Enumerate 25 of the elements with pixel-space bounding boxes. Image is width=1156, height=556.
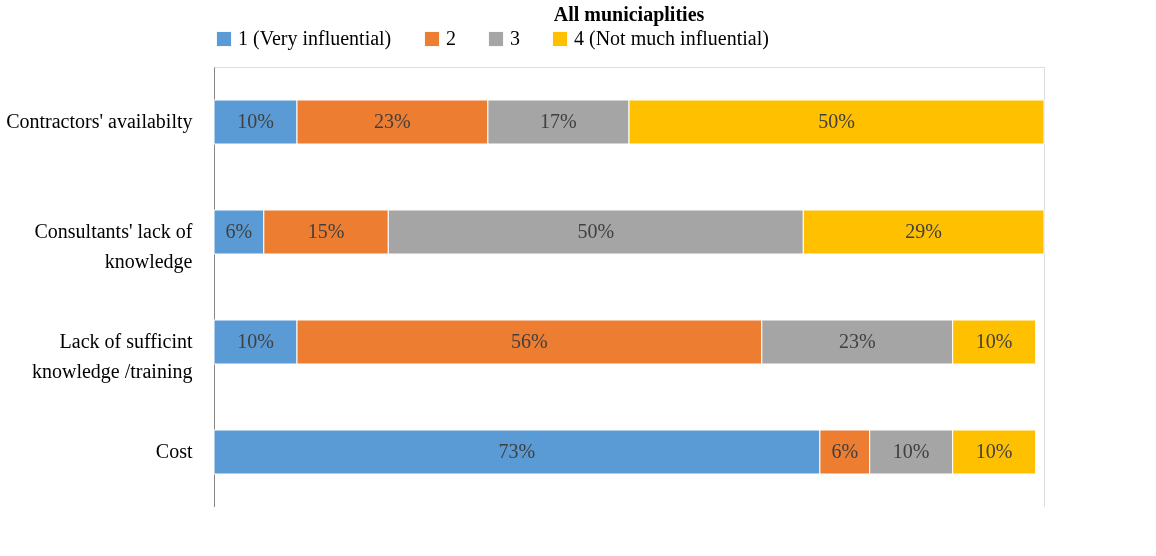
y-tick-label: Cost bbox=[155, 440, 193, 462]
data-label: 10% bbox=[237, 330, 274, 352]
y-tick-label: Consultants' lack of knowledge bbox=[34, 220, 193, 273]
data-label: 56% bbox=[511, 330, 548, 352]
data-label: 17% bbox=[540, 110, 577, 132]
data-label: 10% bbox=[975, 440, 1013, 462]
data-label: 6% bbox=[225, 220, 253, 242]
data-label: 10% bbox=[975, 330, 1013, 352]
data-label: 15% bbox=[307, 220, 345, 242]
data-label: 23% bbox=[374, 110, 411, 132]
data-label: 73% bbox=[498, 440, 536, 462]
data-label: 50% bbox=[818, 110, 855, 132]
data-label: 10% bbox=[237, 110, 274, 132]
legend-label: 2 bbox=[446, 27, 456, 49]
y-tick-label: Lack of sufficint knowledge /training bbox=[31, 330, 193, 383]
chart-title: All municiaplities bbox=[553, 3, 705, 26]
data-label: 50% bbox=[577, 220, 615, 242]
data-label: 29% bbox=[905, 220, 942, 242]
legend-label: 3 bbox=[510, 27, 520, 49]
data-label: 6% bbox=[831, 440, 859, 462]
legend-label: 1 (Very influential) bbox=[238, 27, 392, 50]
legend-label: 4 (Not much influential) bbox=[574, 27, 769, 50]
y-tick-label: Contractors' availabilty bbox=[6, 110, 193, 133]
data-label: 10% bbox=[892, 440, 930, 462]
data-label: 23% bbox=[838, 330, 876, 352]
